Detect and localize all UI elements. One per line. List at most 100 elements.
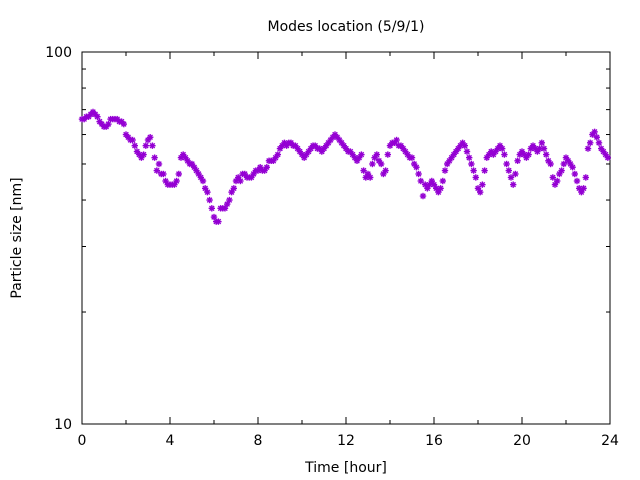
data-point xyxy=(591,128,598,136)
x-tick-label: 12 xyxy=(337,433,355,449)
data-point xyxy=(573,177,581,185)
data-point xyxy=(140,151,147,158)
data-point xyxy=(481,167,488,174)
data-point xyxy=(199,177,207,185)
data-point xyxy=(237,177,244,185)
data-point xyxy=(463,148,471,155)
data-point xyxy=(206,196,213,204)
data-point xyxy=(466,154,473,161)
data-point xyxy=(151,154,158,161)
y-axis-label: Particle size [nm] xyxy=(9,177,25,298)
data-point xyxy=(510,181,517,188)
data-point xyxy=(131,142,138,149)
data-point xyxy=(160,170,167,178)
data-point xyxy=(549,174,556,181)
data-point xyxy=(468,160,475,168)
data-point xyxy=(393,136,400,144)
x-tick-label: 24 xyxy=(601,433,619,449)
data-point xyxy=(560,160,567,168)
data-point xyxy=(274,151,281,158)
data-point xyxy=(507,174,515,181)
data-point xyxy=(503,160,510,168)
data-point xyxy=(538,139,545,147)
data-point xyxy=(149,142,156,149)
data-point xyxy=(441,167,449,174)
data-point xyxy=(547,160,554,168)
data-point xyxy=(479,181,486,188)
data-point xyxy=(224,200,231,208)
data-point xyxy=(215,218,222,225)
data-point xyxy=(415,170,422,178)
data-point xyxy=(569,164,576,171)
data-point xyxy=(413,164,420,171)
data-point xyxy=(543,151,550,158)
data-point xyxy=(604,154,611,161)
y-tick-label: 100 xyxy=(45,45,72,61)
data-point xyxy=(360,167,367,174)
data-point xyxy=(540,145,548,152)
data-point xyxy=(208,205,215,212)
data-point xyxy=(499,145,506,152)
data-point xyxy=(408,154,416,161)
chart-title: Modes location (5/9/1) xyxy=(268,19,425,35)
data-point xyxy=(226,196,233,204)
data-point xyxy=(120,120,127,128)
data-point xyxy=(417,177,424,185)
data-point xyxy=(571,170,578,178)
data-points xyxy=(78,108,611,225)
data-point xyxy=(554,177,561,185)
data-point xyxy=(461,142,468,149)
data-point xyxy=(439,177,446,185)
data-point xyxy=(525,151,532,158)
data-point xyxy=(505,167,512,174)
data-point xyxy=(501,151,508,158)
plot-frame xyxy=(81,51,611,425)
data-point xyxy=(142,142,149,149)
data-point xyxy=(512,170,519,178)
data-point xyxy=(472,174,479,181)
data-point xyxy=(558,167,565,174)
data-point xyxy=(129,136,136,144)
data-point xyxy=(94,113,101,120)
data-point xyxy=(155,160,163,168)
data-point xyxy=(514,157,521,164)
data-point xyxy=(263,164,270,171)
x-tick-label: 0 xyxy=(78,433,87,449)
data-point xyxy=(477,188,484,196)
data-point xyxy=(584,145,592,152)
data-point xyxy=(367,174,374,181)
data-point xyxy=(153,167,160,174)
data-point xyxy=(580,185,587,192)
data-point xyxy=(204,188,211,196)
data-point xyxy=(378,160,385,168)
data-point xyxy=(175,170,182,178)
data-point xyxy=(147,134,154,141)
data-point xyxy=(105,120,112,128)
data-point xyxy=(593,134,600,141)
x-tick-label: 16 xyxy=(425,433,443,449)
axis-ticks xyxy=(81,51,611,425)
data-point xyxy=(173,177,180,185)
x-tick-label: 20 xyxy=(513,433,531,449)
data-point xyxy=(373,151,380,158)
data-point xyxy=(595,139,603,147)
data-point xyxy=(587,139,594,147)
data-point xyxy=(177,154,185,161)
x-tick-label: 8 xyxy=(254,433,263,449)
x-tick-label: 4 xyxy=(166,433,175,449)
data-point xyxy=(382,167,389,174)
data-point xyxy=(182,154,189,161)
data-point xyxy=(437,185,444,192)
axis-tick-labels: 0 4 8 12 16 20 24 10 100 xyxy=(45,45,619,449)
data-point xyxy=(419,192,427,200)
y-tick-label: 10 xyxy=(54,417,72,433)
x-axis-label: Time [hour] xyxy=(304,460,387,476)
data-point xyxy=(358,151,365,158)
data-point xyxy=(384,151,391,158)
data-point xyxy=(230,185,237,192)
data-point xyxy=(470,167,477,174)
data-point xyxy=(369,160,376,168)
data-point xyxy=(411,160,418,168)
data-point xyxy=(582,174,589,181)
